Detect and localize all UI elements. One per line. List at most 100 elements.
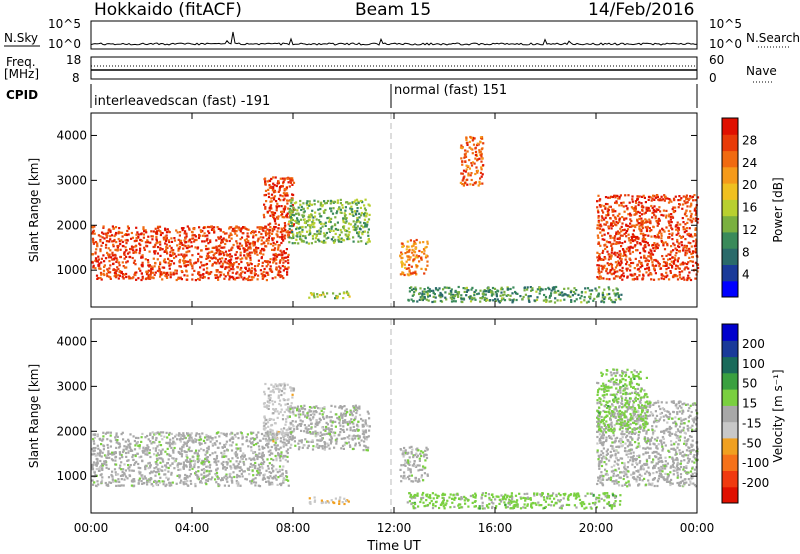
data-cell xyxy=(663,275,666,278)
data-cell xyxy=(253,272,256,275)
data-cell xyxy=(362,449,365,452)
data-cell xyxy=(221,264,224,267)
data-cell xyxy=(191,440,194,443)
data-cell xyxy=(401,253,404,256)
data-cell xyxy=(681,207,684,210)
data-cell xyxy=(178,438,181,441)
data-cell xyxy=(604,296,607,299)
data-cell xyxy=(338,292,341,295)
data-cell xyxy=(211,476,214,479)
data-cell xyxy=(158,480,161,483)
data-cell xyxy=(414,288,418,291)
data-cell xyxy=(274,447,277,450)
data-cell xyxy=(406,245,409,248)
data-cell xyxy=(457,295,460,298)
data-cell xyxy=(269,449,272,452)
data-cell xyxy=(283,197,286,200)
data-cell xyxy=(132,246,135,249)
data-cell xyxy=(597,292,600,295)
data-cell xyxy=(131,449,134,452)
data-cell xyxy=(252,231,256,234)
data-cell xyxy=(355,203,358,206)
data-cell xyxy=(243,226,246,229)
data-cell xyxy=(127,443,130,446)
data-cell xyxy=(352,240,355,243)
data-cell xyxy=(683,262,686,265)
data-cell xyxy=(221,463,225,466)
data-cell xyxy=(266,458,269,461)
data-cell xyxy=(160,271,163,274)
data-cell xyxy=(441,295,444,298)
data-cell xyxy=(312,219,315,222)
data-cell xyxy=(194,485,197,488)
data-cell xyxy=(220,260,223,263)
data-cell xyxy=(141,261,144,264)
data-cell xyxy=(256,455,259,458)
data-cell xyxy=(282,235,285,238)
data-cell xyxy=(356,207,359,210)
data-cell xyxy=(111,240,114,243)
data-cell xyxy=(460,297,463,300)
data-cell xyxy=(693,209,696,212)
data-cell xyxy=(302,214,306,217)
data-cell xyxy=(452,300,455,303)
data-cell xyxy=(557,289,560,293)
data-cell xyxy=(616,264,619,267)
data-cell xyxy=(278,205,281,208)
data-cell xyxy=(111,251,114,254)
data-cell xyxy=(651,264,654,267)
data-cell xyxy=(321,407,324,410)
data-cell xyxy=(194,434,198,437)
data-cell xyxy=(418,292,421,296)
data-cell xyxy=(348,212,351,216)
data-cell xyxy=(127,459,130,462)
data-cell xyxy=(616,237,619,240)
data-cell xyxy=(283,385,286,388)
data-cell xyxy=(300,238,303,241)
data-cell xyxy=(209,239,212,242)
data-cell xyxy=(193,437,197,441)
data-cell xyxy=(293,214,296,217)
data-cell xyxy=(272,412,275,415)
data-cell xyxy=(156,269,159,272)
data-cell xyxy=(454,300,457,303)
data-cell xyxy=(629,245,632,248)
data-cell xyxy=(222,231,225,234)
data-cell xyxy=(112,480,115,483)
data-cell xyxy=(237,475,240,478)
data-cell xyxy=(309,231,312,234)
data-cell xyxy=(226,480,229,483)
data-cell xyxy=(101,467,104,470)
data-cell xyxy=(597,236,600,239)
data-cell xyxy=(598,204,601,207)
data-cell xyxy=(271,463,274,467)
data-cell xyxy=(338,433,341,436)
data-cell xyxy=(92,461,96,464)
data-cell xyxy=(288,177,291,180)
data-cell xyxy=(364,198,367,201)
data-cell xyxy=(683,200,686,203)
data-cell xyxy=(237,246,240,250)
data-cell xyxy=(99,248,102,251)
data-cell xyxy=(405,260,408,263)
data-cell xyxy=(289,408,292,411)
data-cell xyxy=(317,200,320,203)
data-cell xyxy=(230,237,233,240)
data-cell xyxy=(602,249,605,252)
data-cell xyxy=(209,436,212,439)
data-cell xyxy=(127,438,130,441)
data-cell xyxy=(258,474,261,477)
data-cell xyxy=(91,453,94,456)
data-cell xyxy=(553,291,556,294)
data-cell xyxy=(149,465,152,468)
data-cell xyxy=(511,301,514,304)
data-cell xyxy=(464,160,467,163)
data-cell xyxy=(270,481,273,484)
data-cell xyxy=(284,431,287,435)
data-cell xyxy=(664,261,667,264)
data-cell xyxy=(211,442,214,446)
data-cell xyxy=(596,256,599,259)
data-cell xyxy=(160,457,163,460)
data-cell xyxy=(212,254,215,257)
data-cell xyxy=(656,233,659,236)
